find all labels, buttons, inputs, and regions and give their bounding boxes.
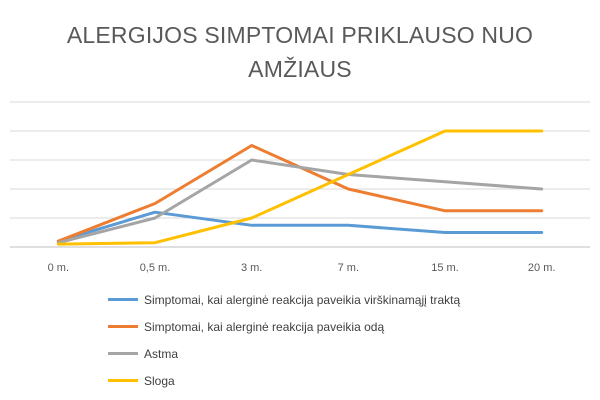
x-tick-label: 0 m. <box>48 262 69 274</box>
legend-swatch <box>108 325 138 328</box>
x-tick-label: 3 m. <box>241 262 262 274</box>
legend-item: Astma <box>108 340 578 367</box>
chart-title-line-1: ALERGIJOS SIMPTOMAI PRIKLAUSO NUO <box>66 22 534 48</box>
gridlines <box>10 101 590 248</box>
legend-label: Sloga <box>144 373 175 388</box>
legend-swatch <box>108 379 138 382</box>
legend-label: Astma <box>144 346 179 361</box>
series-line-3 <box>56 158 544 245</box>
legend-label: Simptomai, kai alerginė reakcija paveiki… <box>144 292 461 307</box>
chart-title: ALERGIJOS SIMPTOMAI PRIKLAUSO NUO AMŽIAU… <box>0 18 600 86</box>
x-axis-tick-labels: 0 m. 0,5 m. 3 m. 7 m. 15 m. 20 m. <box>48 262 556 274</box>
legend-swatch <box>108 352 138 355</box>
x-tick-label: 15 m. <box>431 262 459 274</box>
x-tick-label: 0,5 m. <box>140 262 171 274</box>
legend-item: Sloga <box>108 367 578 394</box>
x-tick-label: 7 m. <box>338 262 359 274</box>
legend-item: Simptomai, kai alerginė reakcija paveiki… <box>108 286 578 313</box>
legend-swatch <box>108 298 138 301</box>
series-line-1 <box>56 210 544 243</box>
legend: Simptomai, kai alerginė reakcija paveiki… <box>108 286 578 394</box>
series-line-4 <box>56 129 544 246</box>
legend-item: Simptomai, kai alerginė reakcija paveiki… <box>108 313 578 340</box>
chart-title-line-2: AMŽIAUS <box>248 56 352 82</box>
series-lines <box>56 129 544 246</box>
legend-label: Simptomai, kai alerginė reakcija paveiki… <box>144 319 385 334</box>
x-tick-label: 20 m. <box>528 262 556 274</box>
